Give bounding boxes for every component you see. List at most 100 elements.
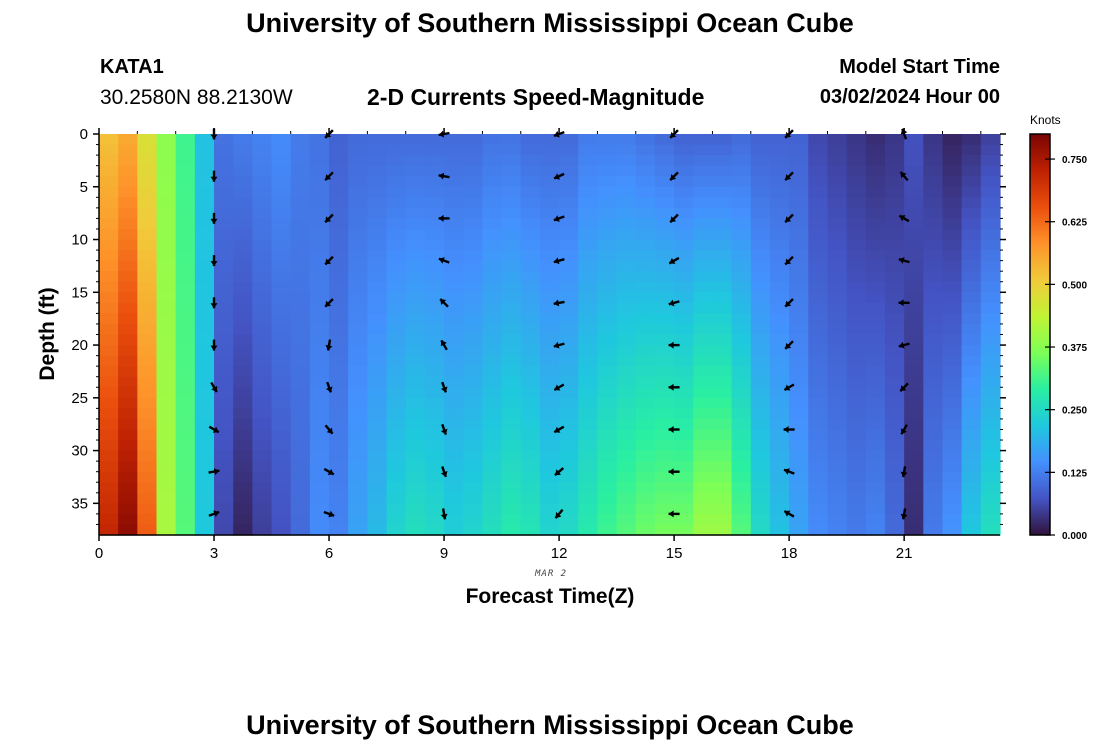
heatmap-cell	[137, 134, 158, 146]
heatmap-cell	[769, 302, 790, 314]
heatmap-cell	[367, 313, 388, 325]
heatmap-cell	[884, 440, 905, 452]
heatmap-cell	[865, 429, 886, 441]
heatmap-cell	[424, 503, 445, 515]
heatmap-cell	[501, 281, 522, 293]
heatmap-cell	[846, 418, 867, 431]
heatmap-cell	[597, 482, 618, 494]
heatmap-cell	[904, 397, 924, 409]
heatmap-cell	[156, 165, 177, 177]
heatmap-cell	[750, 376, 771, 388]
heatmap-cell	[520, 239, 541, 251]
heatmap-cell	[137, 228, 158, 241]
heatmap-cell	[731, 323, 752, 336]
heatmap-cell	[846, 134, 867, 146]
current-vector	[783, 383, 795, 392]
heatmap-cell	[942, 450, 963, 462]
heatmap-cell	[329, 186, 349, 198]
heatmap-cell	[175, 418, 196, 431]
current-vector	[325, 339, 333, 351]
heatmap-cell	[904, 218, 924, 230]
heatmap-cell	[367, 334, 388, 346]
heatmap-cell	[233, 492, 253, 504]
heatmap-cell	[348, 134, 368, 146]
heatmap-cell	[252, 239, 273, 251]
heatmap-cell	[616, 228, 637, 241]
heatmap-cell	[693, 292, 714, 304]
heatmap-cell	[156, 524, 177, 536]
heatmap-cell	[309, 165, 330, 177]
heatmap-cell	[654, 492, 675, 504]
heatmap-cell	[214, 482, 234, 494]
heatmap-cell	[405, 492, 426, 504]
heatmap-cell	[463, 313, 483, 325]
heatmap-cell	[884, 387, 905, 399]
heatmap-cell	[789, 334, 809, 346]
heatmap-cell	[980, 165, 1001, 177]
heatmap-cell	[654, 186, 675, 198]
heatmap-cell	[693, 503, 714, 515]
heatmap-cell	[214, 165, 234, 177]
heatmap-cell	[904, 186, 924, 198]
heatmap-cell	[329, 408, 349, 420]
heatmap-cell	[214, 186, 234, 198]
heatmap-cell	[884, 144, 905, 156]
heatmap-cell	[444, 376, 464, 388]
heatmap-cell	[118, 250, 138, 262]
heatmap-cell	[444, 408, 464, 420]
heatmap-cell	[980, 513, 1001, 526]
heatmap-cell	[309, 207, 330, 220]
heatmap-cell	[712, 207, 733, 220]
heatmap-cell	[961, 186, 982, 198]
heatmap-cell	[846, 408, 867, 420]
heatmap-cell	[309, 376, 330, 388]
heatmap-cell	[367, 461, 388, 473]
heatmap-cell	[156, 492, 177, 504]
heatmap-cell	[386, 186, 407, 198]
heatmap-cell	[904, 429, 924, 441]
heatmap-cell	[252, 345, 273, 357]
heatmap-cell	[789, 218, 809, 230]
heatmap-cell	[482, 513, 503, 526]
current-vector	[438, 214, 450, 222]
heatmap-cell	[539, 207, 560, 220]
heatmap-cell	[559, 387, 579, 399]
heatmap-cell	[386, 440, 407, 452]
heatmap-cell	[118, 408, 138, 420]
vector-head	[668, 341, 674, 349]
heatmap-cell	[367, 292, 388, 304]
heatmap-cell	[884, 207, 905, 220]
heatmap-cell	[942, 302, 963, 314]
heatmap-cell	[961, 397, 982, 409]
heatmap-cell	[290, 260, 311, 272]
heatmap-cell	[156, 482, 177, 494]
heatmap-cell	[194, 397, 215, 409]
heatmap-cell	[118, 197, 138, 209]
heatmap-cell	[367, 513, 388, 526]
heatmap-cell	[750, 260, 771, 272]
heatmap-cell	[501, 334, 522, 346]
heatmap-cell	[501, 345, 522, 357]
heatmap-cell	[712, 239, 733, 251]
heatmap-cell	[731, 281, 752, 293]
heatmap-cell	[961, 524, 982, 536]
heatmap-cell	[194, 186, 215, 198]
heatmap-cell	[789, 323, 809, 336]
heatmap-cell	[520, 376, 541, 388]
heatmap-cell	[463, 292, 483, 304]
heatmap-cell	[309, 408, 330, 420]
heatmap-cell	[156, 418, 177, 431]
heatmap-cell	[290, 513, 311, 526]
heatmap-cell	[712, 186, 733, 198]
heatmap-cell	[597, 176, 618, 188]
heatmap-cell	[654, 376, 675, 388]
heatmap-cell	[865, 440, 886, 452]
heatmap-cell	[290, 281, 311, 293]
heatmap-cell	[386, 292, 407, 304]
heatmap-cell	[635, 345, 656, 357]
vector-head	[328, 510, 335, 518]
heatmap-cell	[252, 250, 273, 262]
heatmap-cell	[980, 450, 1001, 462]
heatmap-cell	[520, 345, 541, 357]
heatmap-cell	[463, 186, 483, 198]
